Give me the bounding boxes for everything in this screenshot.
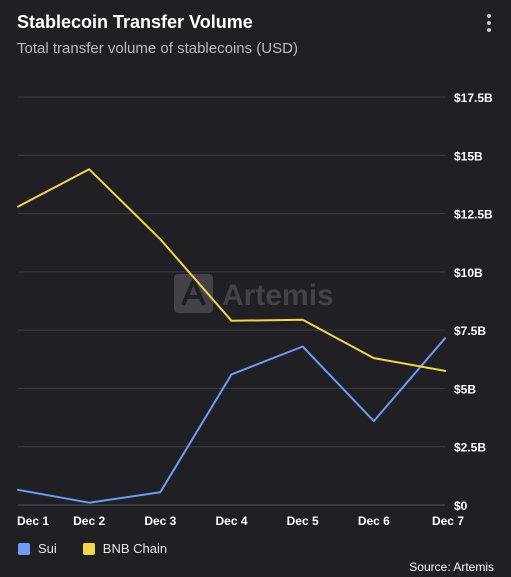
- x-tick-label: Dec 1: [17, 514, 49, 528]
- more-vertical-icon[interactable]: [481, 12, 497, 34]
- artemis-logo-icon: [174, 274, 213, 313]
- series-line-bnb-chain[interactable]: [17, 168, 446, 372]
- y-tick-label: $15B: [454, 149, 483, 163]
- chart-title: Stablecoin Transfer Volume: [17, 12, 253, 32]
- x-tick-label: Dec 5: [287, 514, 319, 528]
- legend-swatch-bnb-chain: [82, 542, 95, 555]
- y-tick-label: $10B: [454, 266, 483, 280]
- y-tick-label: $7.5B: [454, 324, 486, 338]
- series-line-sui[interactable]: [17, 337, 446, 504]
- legend-label-bnb-chain: BNB Chain: [102, 541, 168, 556]
- series-lines: [17, 168, 446, 504]
- grid-lines: [18, 96, 445, 506]
- y-axis-ticks: $0 $2.5B $5B $7.5B $10B $12.5B $15B $17.5B: [454, 91, 493, 513]
- watermark-text: Artemis: [222, 279, 334, 312]
- x-axis-ticks: Dec 1 Dec 2 Dec 3 Dec 4 Dec 5 Dec 6 Dec 7: [17, 514, 464, 528]
- y-tick-label: $0: [454, 499, 468, 513]
- y-tick-label: $5B: [454, 382, 476, 396]
- x-tick-label: Dec 6: [358, 514, 390, 528]
- x-tick-label: Dec 7: [432, 514, 464, 528]
- legend-label-sui: Sui: [38, 541, 57, 556]
- watermark: Artemis: [174, 274, 334, 313]
- legend-item-sui[interactable]: Sui: [18, 541, 57, 556]
- legend: Sui BNB Chain: [18, 541, 167, 556]
- line-chart: Artemis $0 $2.5B $5B $7.5B $10B $12.5B $15B $17…: [17, 91, 493, 528]
- y-tick-label: $17.5B: [454, 91, 493, 105]
- x-tick-label: Dec 3: [144, 514, 176, 528]
- legend-swatch-sui: [18, 542, 30, 555]
- chart-subtitle: Total transfer volume of stablecoins (US…: [17, 40, 298, 57]
- source-note: Source: Artemis: [409, 560, 494, 574]
- x-tick-label: Dec 4: [215, 514, 247, 528]
- legend-item-bnb-chain[interactable]: BNB Chain: [82, 541, 168, 556]
- y-tick-label: $2.5B: [454, 441, 486, 455]
- y-tick-label: $12.5B: [454, 208, 493, 222]
- x-tick-label: Dec 2: [73, 514, 105, 528]
